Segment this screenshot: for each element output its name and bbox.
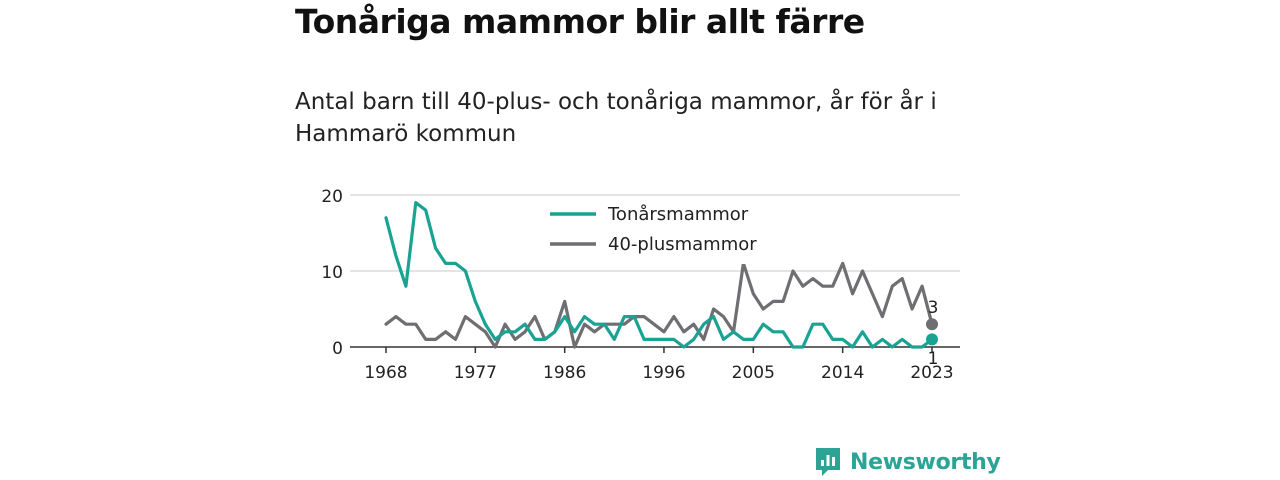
- x-tick-label: 2023: [910, 363, 953, 383]
- x-tick-label: 1986: [543, 363, 586, 383]
- x-tick-label: 1968: [364, 363, 407, 383]
- series-line-40-plusmammor: [384, 261, 934, 349]
- x-tick-label: 1996: [642, 363, 685, 383]
- end-label-40-plusmammor: 3: [928, 298, 939, 318]
- end-marker: [926, 318, 938, 331]
- legend-label: 40-plusmammor: [608, 234, 757, 255]
- legend-box: [543, 198, 773, 264]
- end-marker: [926, 333, 938, 346]
- y-tick-label: 0: [332, 339, 343, 359]
- x-tick-label: 2005: [732, 363, 775, 383]
- chart-title: Tonåriga mammor blir allt färre: [295, 2, 865, 41]
- newsworthy-logo-icon: [816, 448, 840, 476]
- chart-subtitle: Antal barn till 40-plus- och tonåriga ma…: [295, 89, 937, 147]
- y-tick-label: 20: [321, 187, 343, 207]
- newsworthy-logo-text: Newsworthy: [850, 449, 1001, 475]
- newsworthy-logo: Newsworthy: [814, 446, 1001, 478]
- series-line-tonarsmammor: [384, 201, 934, 349]
- y-tick-label: 10: [321, 263, 343, 283]
- x-tick-label: 1977: [454, 363, 497, 383]
- legend-label: Tonårsmammor: [607, 204, 749, 225]
- x-tick-label: 2014: [821, 363, 864, 383]
- end-label-tonarsmammor: 1: [928, 349, 939, 369]
